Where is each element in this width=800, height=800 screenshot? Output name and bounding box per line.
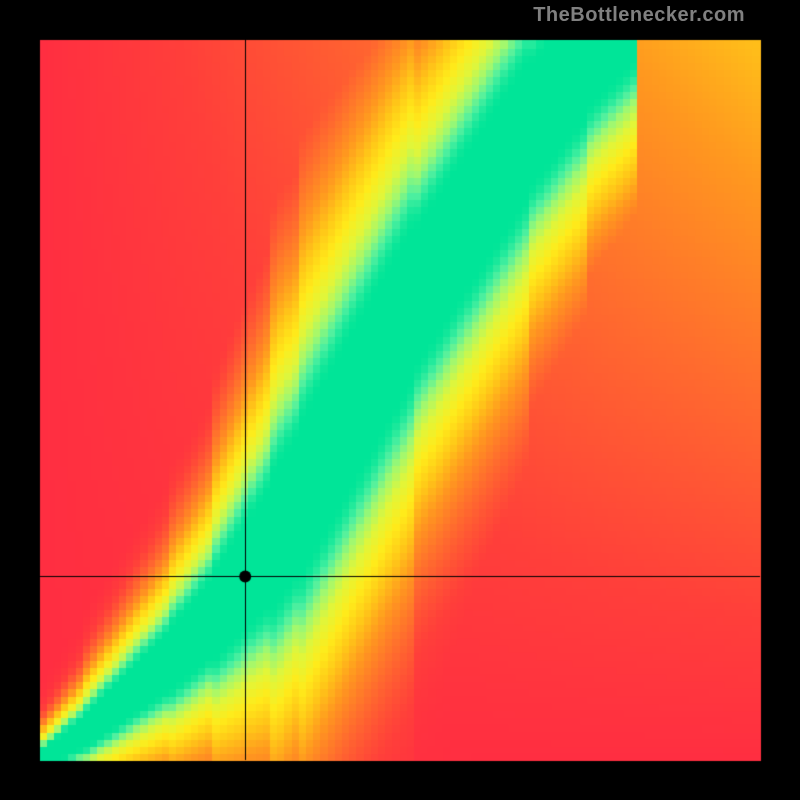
bottleneck-heatmap — [0, 0, 800, 800]
watermark-text: TheBottlenecker.com — [533, 4, 745, 27]
